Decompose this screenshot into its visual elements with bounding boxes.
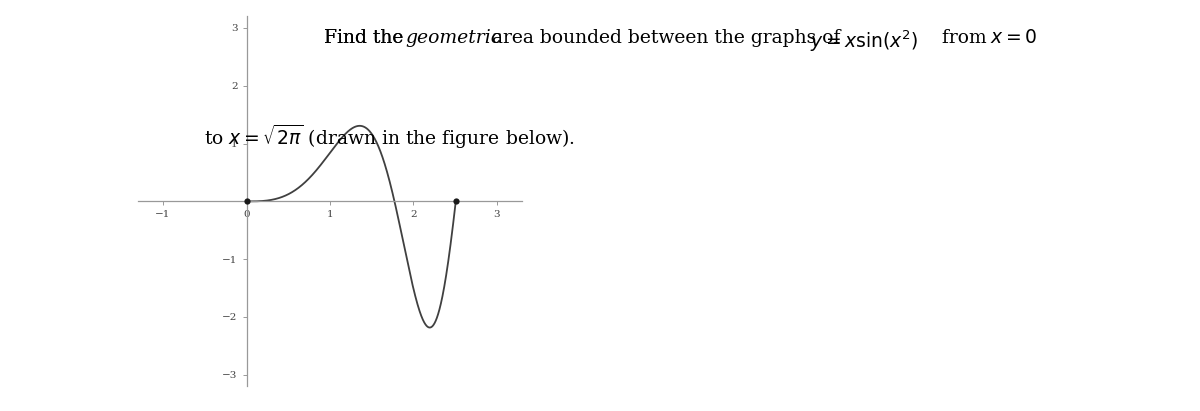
Text: area bounded between the graphs of: area bounded between the graphs of	[486, 29, 846, 47]
Text: $x = 0$: $x = 0$	[990, 29, 1037, 47]
Text: Find the: Find the	[324, 29, 409, 47]
Text: Find the: Find the	[324, 29, 409, 47]
Text: from: from	[936, 29, 992, 47]
Text: $y = x\sin(x^2)$: $y = x\sin(x^2)$	[810, 29, 918, 54]
Text: to $x = \sqrt{2\pi}$ (drawn in the figure below).: to $x = \sqrt{2\pi}$ (drawn in the figur…	[204, 123, 575, 151]
Text: geometric: geometric	[406, 29, 502, 47]
